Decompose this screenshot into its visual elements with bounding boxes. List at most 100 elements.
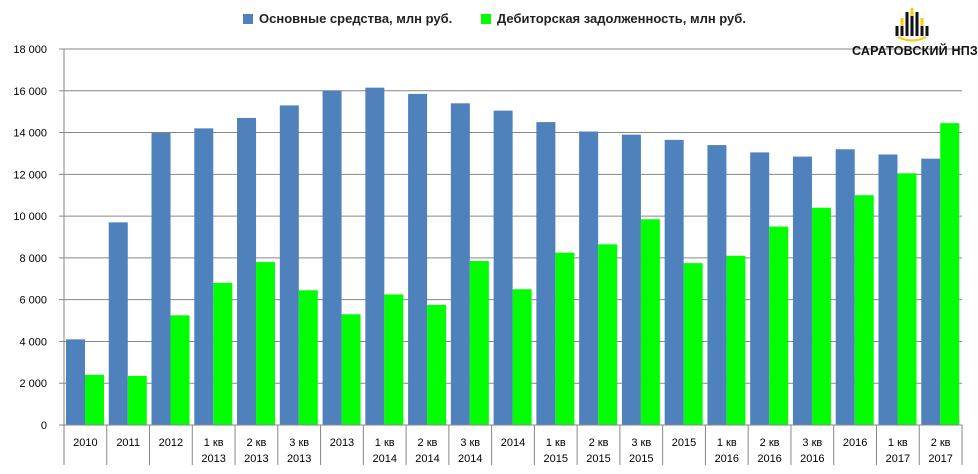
x-tick-label: 2016: [843, 437, 867, 449]
bar-series-2: [598, 244, 618, 425]
bar-series-2: [683, 263, 703, 425]
bar-series-1: [878, 154, 898, 425]
bar-series-1: [108, 222, 128, 425]
bar-series-1: [493, 110, 513, 425]
bar-series-2: [640, 219, 660, 425]
bar-series-1: [579, 131, 599, 425]
bars: [66, 87, 960, 426]
bar-series-2: [555, 252, 575, 425]
x-tick-label: 3 кв: [460, 437, 480, 449]
x-tick-label: 1 кв: [204, 437, 224, 449]
x-tick-label: 2011: [116, 437, 140, 449]
x-tick-label: 2015: [672, 437, 696, 449]
legend-swatch-series-1: [243, 13, 253, 24]
bar-series-1: [750, 152, 770, 425]
x-tick-label: 2015: [544, 453, 568, 465]
x-tick-label: 2017: [886, 453, 910, 465]
y-tick-label: 0: [41, 420, 47, 432]
x-tick-label: 1 кв: [546, 437, 566, 449]
x-tick-label: 3 кв: [802, 437, 822, 449]
y-tick-label: 4 000: [19, 336, 47, 348]
bar-series-2: [512, 289, 532, 425]
bar-series-2: [256, 262, 276, 425]
bar-series-1: [835, 149, 855, 425]
bar-series-2: [854, 195, 874, 425]
y-tick-label: 6 000: [19, 295, 47, 307]
bar-series-1: [621, 134, 641, 425]
bar-series-2: [811, 207, 831, 425]
bar-series-2: [940, 123, 960, 426]
bar-series-1: [322, 90, 342, 426]
bar-series-1: [921, 158, 941, 425]
bar-series-2: [298, 290, 318, 425]
y-tick-label: 8 000: [19, 253, 47, 265]
bar-series-2: [85, 374, 104, 425]
bar-series-2: [170, 315, 190, 425]
legend-label-series-1: Основные средства, млн руб.: [259, 11, 453, 26]
y-axis-tick-labels: 0 2 000 4 000 6 000 8 000 10 000 12 000 14 000 1…: [13, 44, 47, 432]
bar-series-2: [769, 226, 789, 425]
bar-series-2: [726, 255, 746, 425]
x-tick-label: 2014: [501, 437, 525, 449]
x-tick-label: 2015: [629, 453, 653, 465]
y-tick-label: 18 000: [13, 44, 47, 56]
legend-item-series-1: Основные средства, млн руб.: [243, 11, 452, 26]
y-tick-label: 2 000: [19, 378, 47, 390]
x-tick-label: 2013: [201, 453, 225, 465]
x-tick-label: 2013: [330, 437, 354, 449]
x-tick-label: 2 кв: [589, 437, 609, 449]
x-tick-label: 1 кв: [717, 437, 737, 449]
x-tick-label: 1 кв: [888, 437, 908, 449]
bar-series-2: [127, 375, 147, 425]
x-tick-label: 2 кв: [931, 437, 951, 449]
x-tick-label: 2014: [458, 453, 482, 465]
x-tick-label: 3 кв: [289, 437, 309, 449]
bar-series-1: [408, 93, 428, 426]
x-tick-label: 2016: [715, 453, 739, 465]
bar-series-1: [664, 139, 684, 425]
bar-series-1: [365, 87, 385, 426]
y-tick-label: 10 000: [13, 211, 47, 223]
legend-swatch-series-2: [481, 13, 491, 24]
logo-text: САРАТОВСКИЙ НПЗ: [852, 44, 978, 58]
x-tick-label: 2015: [586, 453, 610, 465]
bar-series-1: [151, 132, 171, 426]
bar-series-1: [66, 339, 85, 425]
bar-series-1: [279, 105, 299, 426]
y-tick-label: 12 000: [13, 169, 47, 181]
bar-series-2: [384, 294, 404, 425]
legend-item-series-2: Дебиторская задолженность, млн руб.: [481, 11, 746, 26]
bar-series-1: [194, 128, 214, 425]
x-axis-tick-labels: 2010 2011 2012 1 кв 2013 2 кв 2013 3 кв 2013 2013…: [73, 437, 953, 465]
x-tick-label: 1 кв: [375, 437, 395, 449]
x-tick-label: 2010: [73, 437, 97, 449]
bar-series-1: [450, 103, 470, 426]
bar-series-2: [213, 282, 233, 425]
bar-series-1: [707, 145, 727, 426]
axes: [59, 48, 963, 465]
bar-series-2: [341, 314, 361, 425]
x-tick-label: 2 кв: [418, 437, 438, 449]
x-tick-label: 2016: [757, 453, 781, 465]
x-tick-label: 2 кв: [760, 437, 780, 449]
x-tick-label: 2012: [159, 437, 183, 449]
rosneft-logo-icon: [895, 8, 929, 42]
x-tick-label: 2014: [372, 453, 396, 465]
bar-series-1: [792, 156, 812, 426]
x-tick-label: 2013: [287, 453, 311, 465]
legend-label-series-2: Дебиторская задолженность, млн руб.: [497, 11, 746, 26]
bar-series-2: [469, 261, 489, 425]
y-tick-label: 16 000: [13, 86, 47, 98]
bar-series-2: [427, 304, 447, 425]
x-tick-label: 2 кв: [247, 437, 267, 449]
bar-series-2: [897, 173, 917, 425]
x-tick-label: 2017: [928, 453, 952, 465]
bar-series-1: [536, 122, 556, 425]
bar-series-1: [237, 117, 257, 425]
x-tick-label: 2013: [244, 453, 268, 465]
x-tick-label: 2016: [800, 453, 824, 465]
y-tick-label: 14 000: [13, 128, 47, 140]
x-tick-label: 3 кв: [631, 437, 651, 449]
x-tick-label: 2014: [415, 453, 439, 465]
